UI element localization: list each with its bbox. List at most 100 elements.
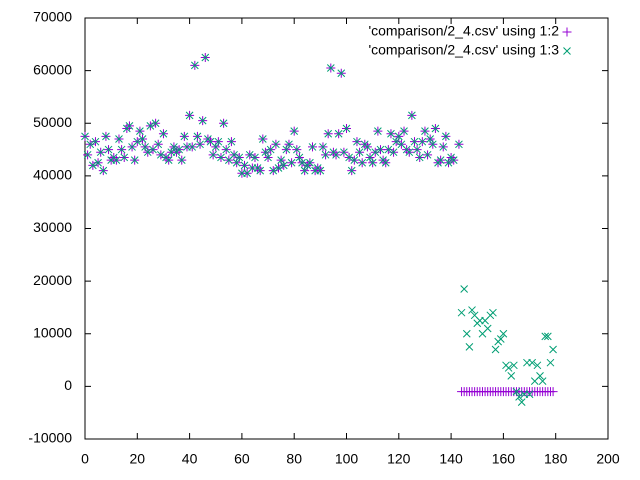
point	[374, 127, 382, 135]
point	[138, 135, 147, 143]
point	[146, 122, 155, 130]
point	[449, 156, 458, 164]
point	[104, 145, 113, 154]
point	[332, 150, 340, 159]
point	[548, 387, 558, 397]
point	[353, 137, 361, 146]
point	[316, 166, 325, 175]
point	[272, 140, 280, 149]
point	[269, 166, 278, 175]
legend-marker	[562, 27, 572, 37]
point	[418, 137, 427, 146]
x-tick-label: 140	[439, 451, 463, 467]
point	[381, 158, 390, 167]
point	[468, 306, 476, 314]
legend-label: 'comparison/2_4.csv' using 1:2	[368, 23, 559, 39]
point	[457, 308, 466, 317]
point	[541, 332, 550, 341]
point	[517, 398, 526, 407]
y-tick-label: -10000	[28, 430, 72, 446]
point	[371, 148, 380, 157]
point	[326, 64, 335, 72]
point	[83, 150, 92, 159]
point	[143, 148, 152, 157]
point	[256, 166, 265, 175]
point	[460, 285, 469, 293]
plot-frame	[84, 17, 609, 440]
point	[376, 145, 385, 154]
point	[227, 137, 236, 146]
point	[177, 156, 186, 164]
y-tick-label: 60000	[33, 61, 72, 77]
point	[389, 148, 398, 157]
point	[159, 129, 168, 138]
point	[483, 324, 492, 333]
point	[91, 137, 100, 146]
point	[350, 156, 359, 164]
point	[245, 150, 254, 159]
point	[120, 153, 129, 162]
point	[400, 127, 408, 135]
point	[164, 156, 173, 164]
point	[198, 116, 207, 125]
x-tick-label: 160	[492, 451, 516, 467]
point	[405, 148, 414, 157]
point	[102, 132, 110, 141]
x-tick-label: 180	[544, 451, 568, 467]
point	[544, 332, 552, 341]
y-tick-label: 70000	[33, 9, 72, 25]
point	[415, 153, 424, 162]
point	[410, 137, 419, 146]
point	[465, 343, 474, 351]
point	[136, 127, 144, 135]
point	[232, 158, 241, 167]
point	[180, 132, 189, 141]
point	[525, 390, 534, 399]
x-tick-label: 20	[130, 451, 146, 467]
point	[345, 153, 353, 162]
point	[439, 143, 448, 151]
point	[363, 143, 372, 151]
point	[240, 161, 249, 170]
point	[549, 345, 557, 354]
point	[112, 156, 121, 164]
point	[193, 132, 202, 141]
y-tick-label: 10000	[33, 324, 72, 340]
x-tick-label: 60	[234, 451, 250, 467]
point	[295, 153, 304, 162]
point	[337, 69, 346, 78]
point	[421, 127, 429, 135]
point	[499, 329, 508, 338]
point	[536, 371, 544, 380]
point	[384, 145, 393, 154]
point	[290, 127, 299, 135]
point	[201, 53, 210, 62]
point	[261, 148, 270, 157]
point	[287, 158, 296, 167]
point	[125, 122, 134, 130]
point	[512, 387, 521, 396]
x-tick-label: 200	[596, 451, 620, 467]
point	[214, 137, 223, 146]
point	[455, 140, 463, 149]
point	[308, 143, 317, 151]
point	[251, 153, 259, 162]
point	[277, 156, 285, 164]
point	[334, 129, 343, 138]
point	[368, 158, 377, 167]
point	[298, 158, 306, 167]
x-tick-label: 100	[335, 451, 359, 467]
point	[96, 148, 105, 157]
point	[528, 358, 537, 367]
point	[387, 129, 395, 138]
point	[423, 150, 432, 159]
x-tick-label: 0	[81, 451, 89, 467]
y-tick-label: 0	[64, 377, 72, 393]
point	[141, 143, 149, 151]
point	[306, 158, 314, 167]
point	[504, 364, 513, 372]
y-tick-label: 20000	[33, 272, 72, 288]
point	[431, 124, 440, 133]
point	[358, 158, 367, 167]
